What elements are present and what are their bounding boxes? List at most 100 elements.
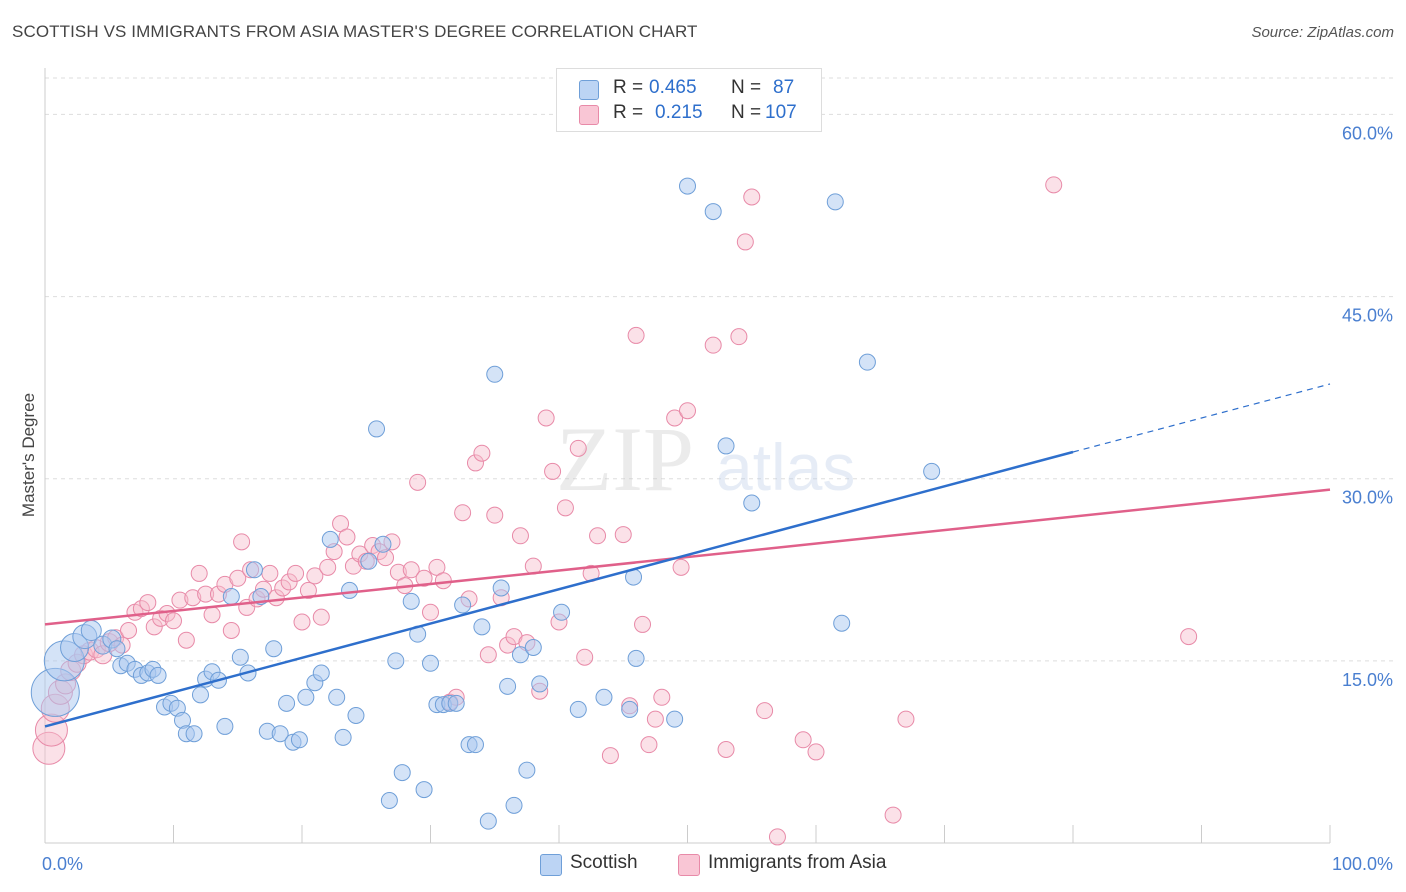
scottish-point: [185, 725, 203, 743]
immigrants-from-asia-point: [409, 473, 427, 491]
immigrants-from-asia-point: [614, 526, 632, 544]
x-tick-label: 100.0%: [1332, 854, 1393, 874]
legend-n-value: 87: [773, 77, 795, 98]
scottish-swatch: [579, 80, 599, 100]
immigrants-from-asia-point: [184, 589, 202, 607]
immigrants-from-asia-point: [499, 636, 517, 654]
scottish-point: [447, 694, 465, 712]
immigrants-from-asia-point: [319, 558, 337, 576]
scottish-point: [290, 731, 308, 749]
legend-r-value: 0.215: [655, 102, 703, 123]
immigrants-from-asia-point: [197, 585, 215, 603]
scottish-point: [393, 764, 411, 782]
immigrants-from-asia-point: [589, 527, 607, 545]
scottish-point: [265, 640, 283, 658]
watermark-atlas: atlas: [716, 430, 855, 504]
scottish-point: [679, 177, 696, 195]
legend-n-label: N =: [731, 77, 762, 98]
immigrants-from-asia-point: [479, 646, 497, 664]
immigrants-from-asia-point: [120, 622, 138, 639]
scottish-point: [216, 717, 234, 735]
immigrants-from-asia-point: [274, 579, 292, 597]
bottom-legend-label: Immigrants from Asia: [708, 852, 887, 873]
scottish-point: [479, 812, 497, 830]
immigrants-from-asia-point: [679, 402, 696, 420]
immigrants-from-asia-point: [280, 573, 298, 591]
scottish-point: [380, 792, 398, 809]
immigrants-from-asia-point: [203, 606, 221, 624]
immigrants-from-asia-point: [1180, 628, 1198, 646]
immigrants-from-asia-point: [299, 581, 317, 599]
immigrants-from-asia-point: [672, 558, 690, 576]
immigrants-from-asia-point: [601, 747, 619, 765]
immigrants-from-asia-point: [640, 736, 658, 754]
immigrants-from-asia-point: [229, 569, 247, 587]
scottish-point: [486, 365, 504, 383]
scottish-point: [518, 761, 536, 779]
immigrants-swatch: [678, 854, 700, 876]
immigrants-from-asia-point: [486, 506, 504, 524]
immigrants-from-asia-point: [287, 564, 305, 582]
immigrants-from-asia-point: [704, 336, 722, 354]
scottish-point: [743, 494, 761, 512]
scottish-point: [717, 437, 735, 455]
scottish-swatch: [540, 854, 562, 876]
scottish-point: [826, 193, 844, 211]
immigrants-from-asia-point: [454, 504, 472, 522]
immigrants-from-asia-points: [32, 176, 1198, 846]
immigrants-from-asia-point: [537, 409, 555, 427]
scottish-point: [499, 677, 517, 695]
immigrants-from-asia-point: [312, 608, 330, 626]
scottish-point: [328, 688, 346, 706]
scottish-point: [334, 728, 352, 746]
immigrants-from-asia-point: [422, 603, 439, 621]
scottish-point: [368, 420, 386, 438]
scottish-point: [923, 462, 941, 480]
scottish-point: [492, 579, 510, 597]
scottish-point: [553, 603, 571, 621]
immigrants-from-asia-point: [171, 591, 189, 609]
scottish-point: [360, 552, 378, 570]
immigrants-trend-line: [44, 488, 1331, 626]
immigrants-from-asia-point: [293, 613, 311, 631]
immigrants-from-asia-point: [666, 409, 684, 427]
scottish-point: [621, 700, 639, 718]
scottish-point: [341, 581, 359, 599]
bottom-legend-label: Scottish: [570, 852, 638, 873]
immigrants-from-asia-point: [730, 328, 748, 346]
immigrants-from-asia-point: [473, 444, 491, 462]
immigrants-from-asia-point: [646, 710, 664, 728]
immigrants-from-asia-point: [434, 572, 452, 590]
immigrants-from-asia-point: [576, 648, 594, 666]
scottish-point: [454, 596, 472, 614]
scottish-points: [30, 177, 941, 830]
immigrants-from-asia-point: [233, 533, 251, 551]
immigrants-from-asia-point: [569, 439, 587, 457]
immigrants-from-asia-point: [139, 594, 157, 612]
y-axis-label: Master's Degree: [19, 393, 38, 517]
immigrants-from-asia-point: [402, 561, 420, 579]
immigrants-from-asia-point: [807, 743, 825, 761]
immigrants-from-asia-point: [415, 569, 433, 587]
immigrants-from-asia-point: [756, 702, 774, 720]
immigrants-from-asia-point: [743, 188, 761, 206]
immigrants-from-asia-point: [717, 741, 735, 758]
scottish-point: [231, 648, 249, 666]
scottish-point: [511, 646, 529, 664]
scottish-point: [595, 688, 613, 706]
legend-r-value: 0.465: [649, 77, 697, 98]
scottish-point: [415, 781, 433, 799]
scottish-point: [271, 725, 289, 743]
scottish-point: [191, 686, 209, 704]
scottish-point: [531, 675, 549, 693]
immigrants-swatch: [579, 105, 599, 125]
scottish-point: [387, 652, 405, 670]
scottish-trend-line: [44, 450, 1074, 728]
correlation-legend: R = 0.465 N = 87 R = 0.215 N = 107: [556, 68, 822, 132]
immigrants-from-asia-point: [177, 631, 195, 649]
immigrants-from-asia-point: [884, 806, 902, 824]
immigrants-from-asia-point: [544, 462, 562, 480]
scottish-point: [321, 530, 339, 548]
legend-n-value: 107: [765, 102, 797, 123]
immigrants-from-asia-point: [165, 612, 182, 630]
